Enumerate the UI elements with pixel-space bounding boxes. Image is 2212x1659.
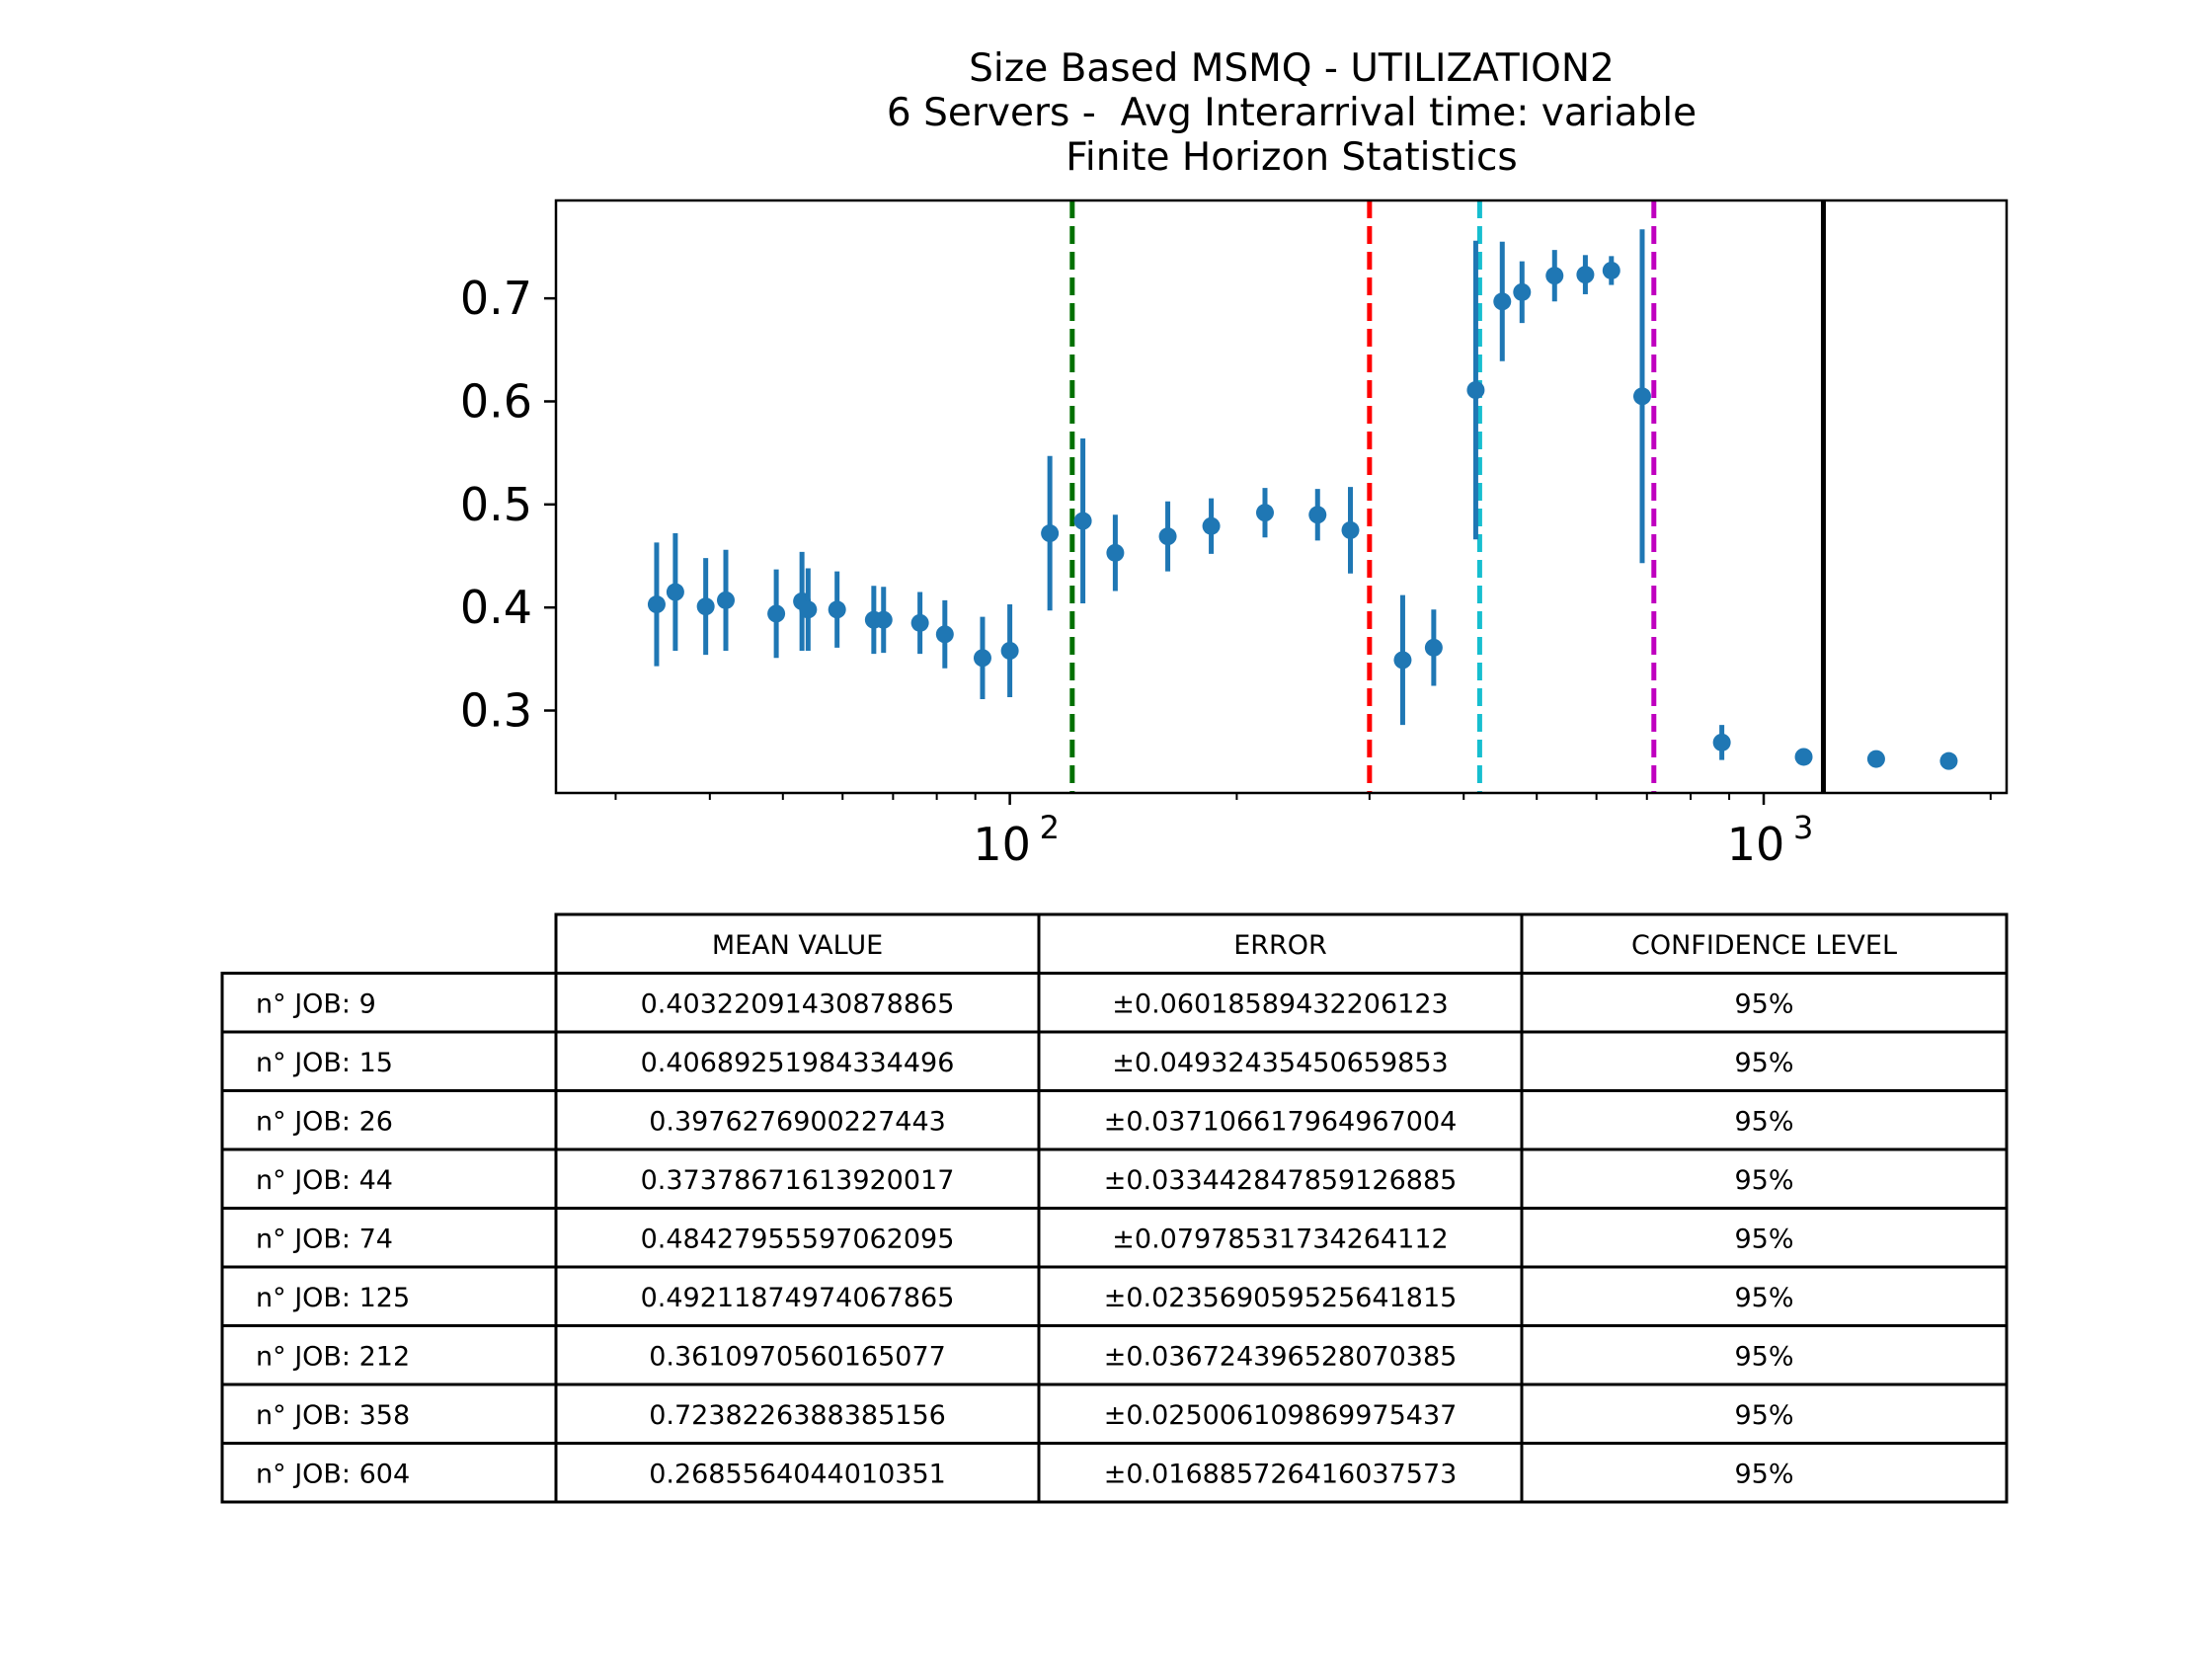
- error-cell: ±0.033442847859126885: [1104, 1165, 1458, 1196]
- error-cell: ±0.016885726416037573: [1104, 1459, 1458, 1489]
- x-tick-label-exponent: 3: [1793, 809, 1813, 846]
- row-label: n° JOB: 125: [256, 1283, 410, 1313]
- data-point: [1712, 733, 1731, 751]
- x-tick-label-exponent: 2: [1040, 809, 1060, 846]
- data-point: [1000, 642, 1019, 660]
- data-point: [973, 649, 991, 668]
- plot-frame: [554, 198, 2009, 795]
- data-point: [1866, 750, 1885, 768]
- y-tick-label: 0.7: [460, 272, 532, 325]
- data-point: [1493, 292, 1512, 311]
- data-point: [647, 595, 666, 614]
- mean-value-cell: 0.2685564044010351: [649, 1459, 946, 1489]
- error-cell: ±0.023569059525641815: [1104, 1283, 1458, 1313]
- row-label: n° JOB: 604: [256, 1459, 410, 1489]
- data-point: [1513, 282, 1532, 301]
- confidence-level-cell: 95%: [1734, 1224, 1793, 1254]
- y-tick-label: 0.5: [460, 478, 532, 531]
- confidence-level-cell: 95%: [1734, 1341, 1793, 1372]
- x-tick-label: 10: [973, 818, 1031, 871]
- data-point: [1424, 638, 1443, 657]
- data-point: [1073, 512, 1092, 530]
- row-label: n° JOB: 26: [256, 1106, 393, 1137]
- statistics-table: MEAN VALUE ERROR CONFIDENCE LEVEL n° JOB: 9…: [220, 912, 2009, 1504]
- confidence-level-cell: 95%: [1734, 988, 1793, 1019]
- mean-value-cell: 0.7238226388385156: [649, 1400, 946, 1431]
- confidence-level-cell: 95%: [1734, 1106, 1793, 1137]
- error-cell: ±0.025006109869975437: [1104, 1400, 1458, 1431]
- data-point: [1576, 266, 1595, 284]
- mean-value-cell: 0.40689251984334496: [641, 1048, 955, 1078]
- confidence-level-cell: 95%: [1734, 1283, 1793, 1313]
- table-row: n° JOB: 26 0.3976276900227443 ±0.037106617…: [220, 1089, 2009, 1151]
- table-header-label: ERROR: [1233, 930, 1327, 961]
- table-row: n° JOB: 604 0.2685564044010351 ±0.01688572…: [220, 1442, 2009, 1504]
- confidence-level-cell: 95%: [1734, 1400, 1793, 1431]
- data-point: [1341, 520, 1360, 539]
- table-header-label: MEAN VALUE: [712, 930, 883, 961]
- table-row: n° JOB: 9 0.40322091430878865 ±0.060185894…: [220, 972, 2009, 1034]
- data-point: [1466, 381, 1485, 399]
- table-row: n° JOB: 44 0.37378671613920017 ±0.03344284…: [220, 1147, 2009, 1210]
- mean-value-cell: 0.37378671613920017: [641, 1165, 955, 1196]
- data-point: [1794, 748, 1813, 766]
- error-cell: ±0.07978531734264112: [1112, 1224, 1448, 1254]
- chart-title-line-1: Size Based MSMQ - UTILIZATION2: [969, 46, 1615, 91]
- table-cell: [1520, 1442, 2009, 1504]
- confidence-level-cell: 95%: [1734, 1048, 1793, 1078]
- data-point: [1545, 267, 1564, 285]
- confidence-level-cell: 95%: [1734, 1459, 1793, 1489]
- mean-value-cell: 0.48427955597062095: [641, 1224, 955, 1254]
- data-point: [1255, 504, 1274, 522]
- data-point: [1939, 751, 1958, 770]
- mean-value-cell: 0.3610970560165077: [649, 1341, 946, 1372]
- data-point: [1393, 651, 1412, 670]
- data-point: [910, 613, 929, 632]
- x-tick-label: 10: [1727, 818, 1785, 871]
- chart-title-line-3: Finite Horizon Statistics: [1066, 135, 1517, 180]
- y-tick-label: 0.4: [460, 581, 532, 634]
- mean-value-cell: 0.40322091430878865: [641, 988, 955, 1019]
- y-tick-label: 0.6: [460, 374, 532, 428]
- row-label: n° JOB: 15: [256, 1048, 393, 1078]
- data-point: [666, 583, 684, 601]
- data-point: [696, 597, 715, 616]
- row-label: n° JOB: 212: [256, 1341, 410, 1372]
- plot-area: 0.30.40.50.60.710 2 10 3: [460, 198, 2009, 871]
- data-point: [1632, 387, 1651, 406]
- chart-title-line-2: 6 Servers - Avg Interarrival time: varia…: [887, 91, 1697, 135]
- data-point: [1202, 516, 1221, 535]
- table-row: n° JOB: 15 0.40689251984334496 ±0.04932435…: [220, 1030, 2009, 1092]
- data-point: [717, 591, 736, 609]
- table-header-label: CONFIDENCE LEVEL: [1631, 930, 1897, 961]
- data-point: [1308, 506, 1327, 524]
- chart-title: Size Based MSMQ - UTILIZATION2 6 Servers…: [887, 46, 1697, 180]
- data-point: [799, 600, 818, 619]
- data-point: [1602, 261, 1620, 279]
- y-tick-label: 0.3: [460, 684, 532, 738]
- data-point: [828, 600, 846, 619]
- confidence-level-cell: 95%: [1734, 1165, 1793, 1196]
- data-point: [767, 604, 786, 623]
- error-cell: ±0.036724396528070385: [1104, 1341, 1458, 1372]
- mean-value-cell: 0.3976276900227443: [649, 1106, 946, 1137]
- row-label: n° JOB: 44: [256, 1165, 393, 1196]
- data-point: [1158, 527, 1177, 546]
- data-point: [935, 625, 954, 644]
- error-cell: ±0.037106617964967004: [1104, 1106, 1458, 1137]
- data-point: [874, 610, 893, 629]
- row-label: n° JOB: 9: [256, 988, 376, 1019]
- table-row: n° JOB: 74 0.48427955597062095 ±0.07978531…: [220, 1207, 2009, 1269]
- error-cell: ±0.04932435450659853: [1112, 1048, 1448, 1078]
- error-cell: ±0.06018589432206123: [1112, 988, 1448, 1019]
- row-label: n° JOB: 358: [256, 1400, 410, 1431]
- table-row: n° JOB: 358 0.7238226388385156 ±0.02500610…: [220, 1382, 2009, 1445]
- data-point: [1041, 524, 1060, 543]
- data-point: [1106, 543, 1125, 562]
- mean-value-cell: 0.49211874974067865: [641, 1283, 955, 1313]
- row-label: n° JOB: 74: [256, 1224, 393, 1254]
